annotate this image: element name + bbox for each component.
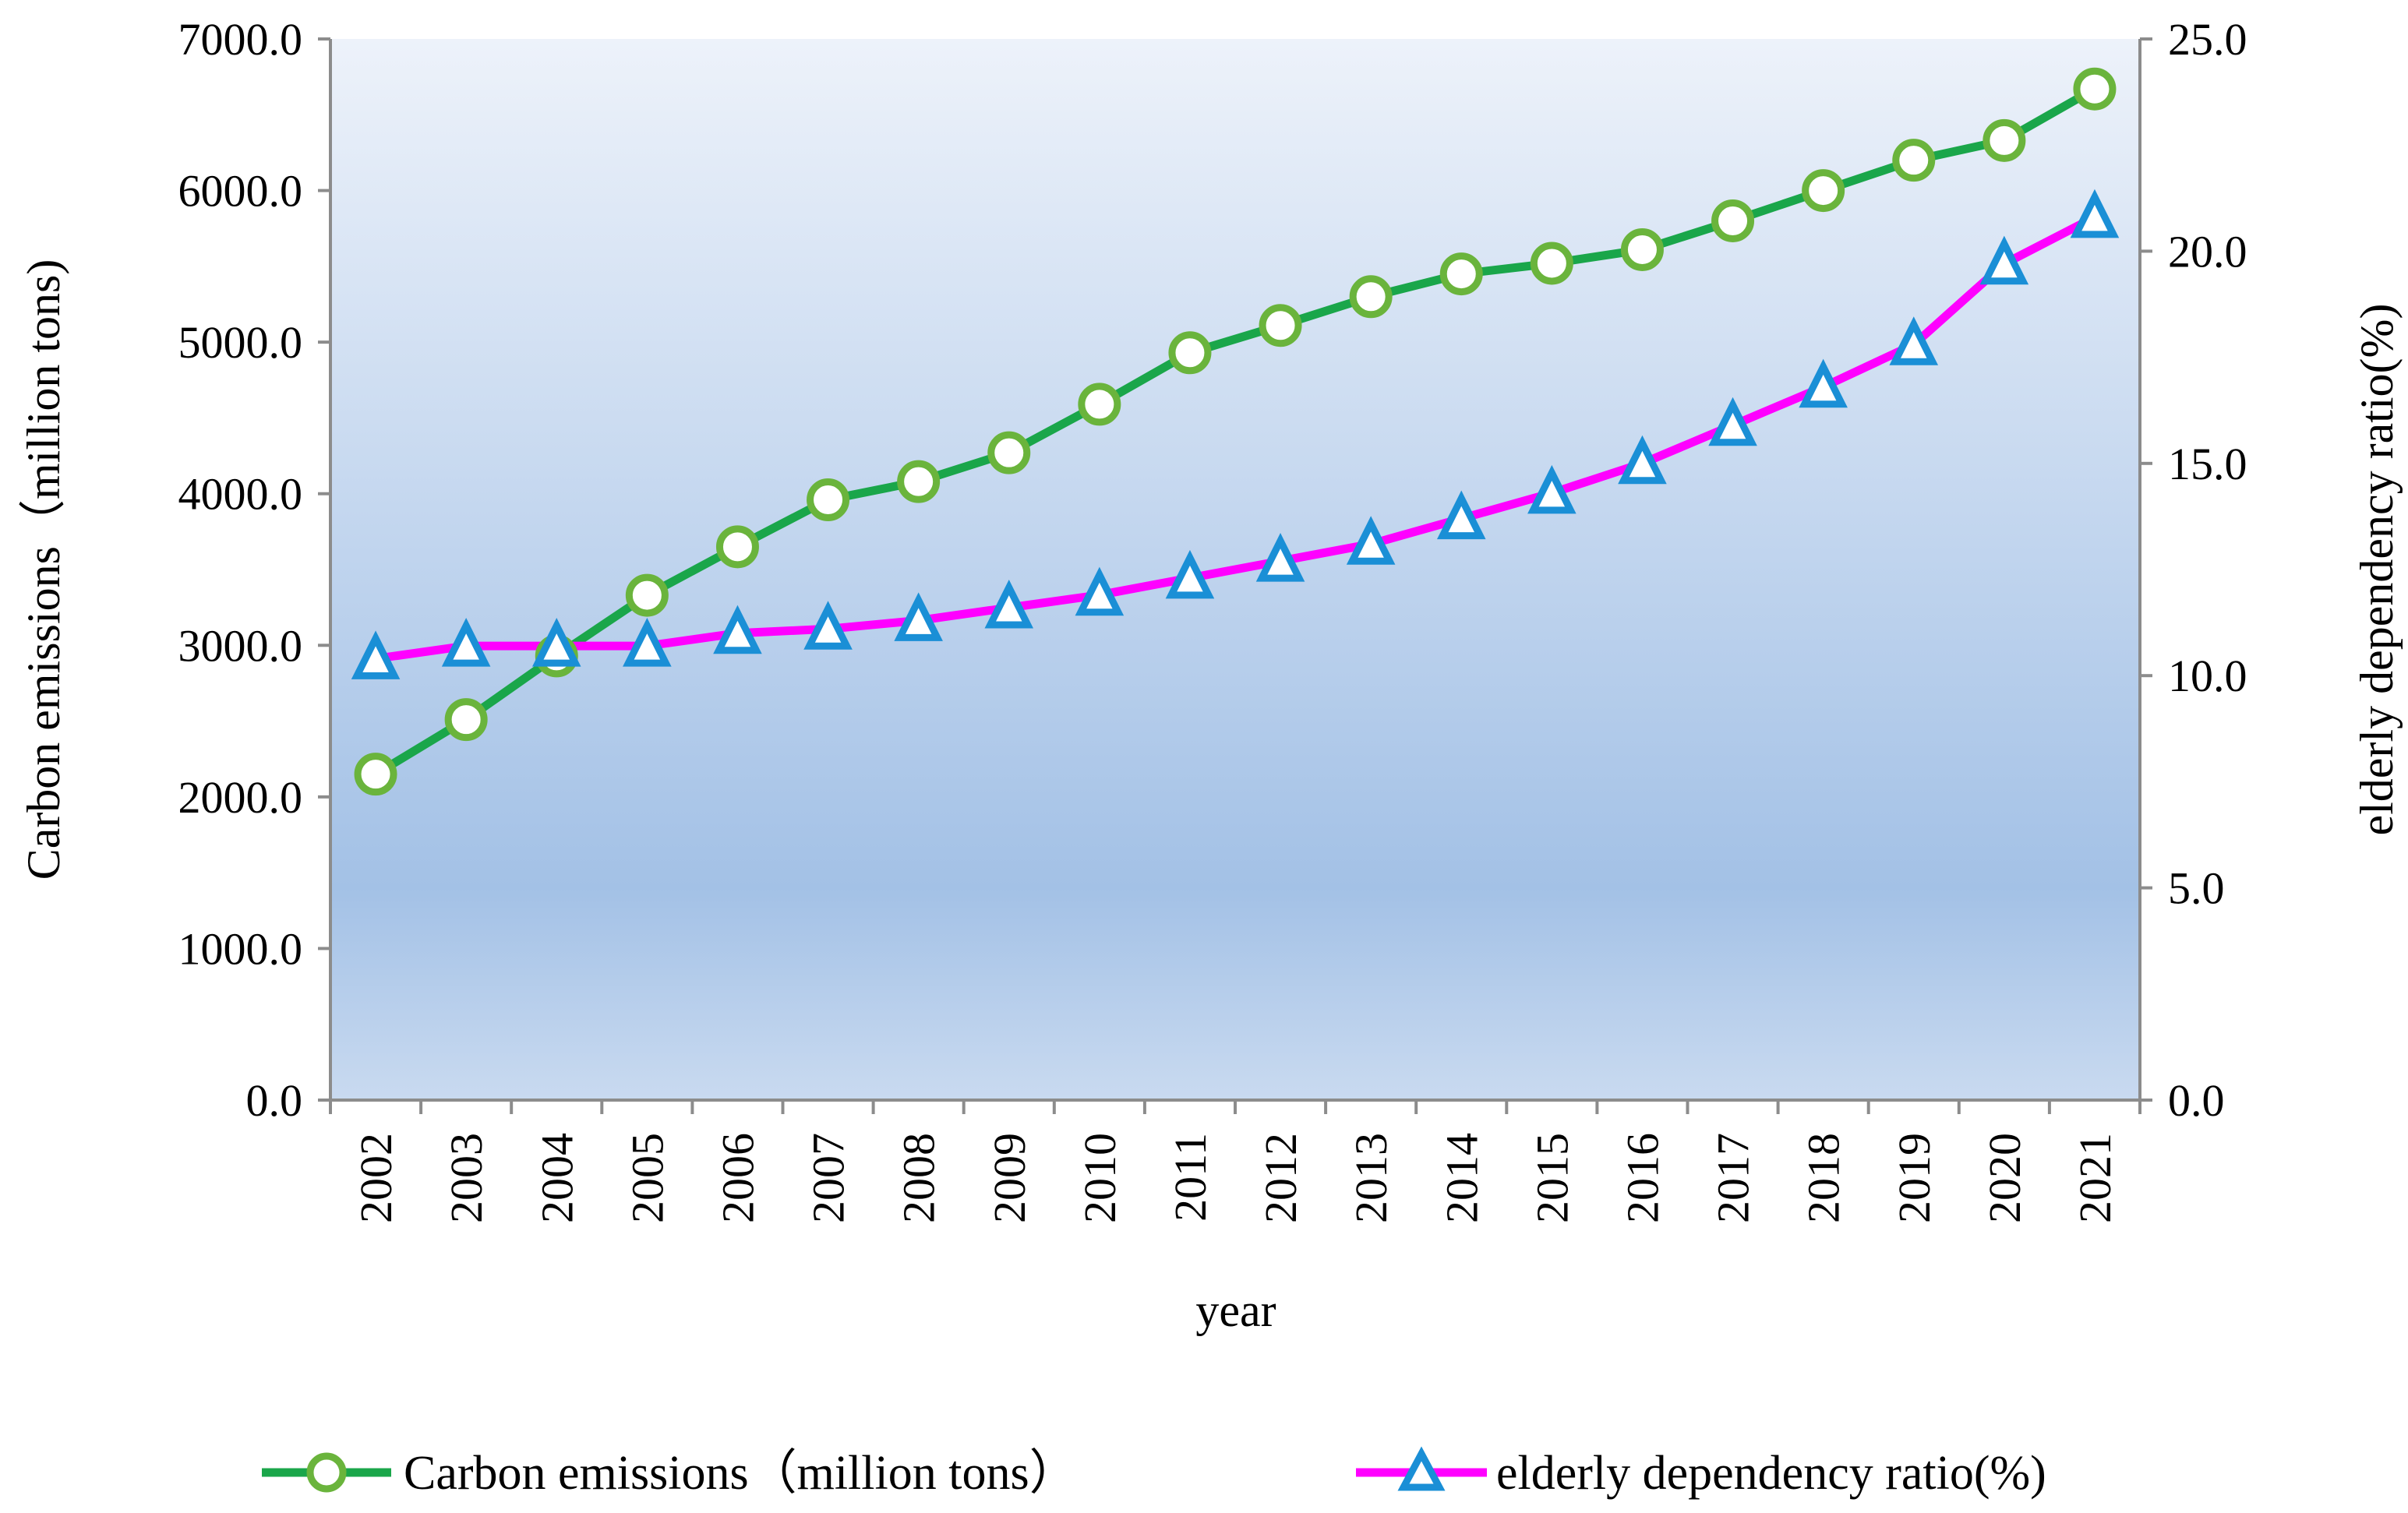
data-point-carbon: [1078, 383, 1121, 426]
left-axis-title: Carbon emissions（million tons): [18, 259, 69, 880]
right-tick-label: 20.0: [2168, 226, 2247, 277]
left-tick-label: 2000.0: [178, 772, 303, 823]
data-point-carbon: [1168, 331, 1212, 375]
right-tick-label: 5.0: [2168, 863, 2225, 914]
data-point-elderly: [1708, 397, 1757, 446]
data-point-carbon: [987, 431, 1031, 474]
data-point-elderly: [351, 630, 401, 679]
left-tick-label: 5000.0: [178, 317, 303, 368]
x-tick-label: 2006: [712, 1133, 763, 1223]
data-point-carbon: [1802, 169, 1845, 213]
data-point-elderly: [1979, 235, 2029, 285]
data-point-elderly: [623, 618, 672, 667]
data-point-carbon: [1983, 118, 2026, 162]
data-point-carbon: [1259, 304, 1302, 347]
right-tick-label: 15.0: [2168, 439, 2247, 489]
data-point-carbon: [1349, 275, 1393, 319]
left-tick-label: 4000.0: [178, 469, 303, 520]
data-point-carbon: [2073, 67, 2117, 111]
legend-item-elderly: elderly dependency ratio(%): [1356, 1446, 2046, 1500]
data-point-elderly: [1799, 358, 1848, 408]
x-tick-label: 2014: [1436, 1133, 1487, 1223]
legend-marker-circle: [306, 1452, 347, 1493]
data-point-carbon: [897, 460, 941, 503]
x-tick-label: 2016: [1617, 1133, 1668, 1223]
data-point-elderly: [531, 618, 581, 667]
data-point-elderly: [713, 605, 762, 654]
data-point-elderly: [803, 601, 853, 650]
data-point-elderly: [1618, 435, 1667, 485]
right-tick-label: 0.0: [2168, 1075, 2225, 1126]
x-tick-label: 2015: [1527, 1133, 1577, 1223]
data-point-carbon: [444, 698, 488, 742]
data-point-elderly: [1346, 516, 1396, 565]
data-point-elderly: [1165, 549, 1215, 599]
left-tick-label: 0.0: [246, 1075, 303, 1126]
x-tick-label: 2009: [984, 1133, 1035, 1223]
x-tick-label: 2010: [1075, 1133, 1125, 1223]
data-point-elderly: [1436, 490, 1486, 540]
left-tick-label: 1000.0: [178, 923, 303, 974]
data-point-elderly: [894, 592, 943, 641]
data-point-elderly: [984, 579, 1034, 629]
x-tick-label: 2004: [531, 1133, 582, 1223]
x-tick-label: 2021: [2070, 1133, 2120, 1223]
marker-layer: [351, 67, 2120, 796]
x-tick-label: 2005: [622, 1133, 673, 1223]
legend-label-elderly: elderly dependency ratio(%): [1496, 1447, 2046, 1500]
data-point-elderly: [441, 618, 491, 667]
legend: Carbon emissions（million tons） elderly d…: [262, 1446, 2046, 1500]
data-point-elderly: [1527, 464, 1576, 514]
data-point-carbon: [625, 573, 669, 617]
x-tick-label: 2020: [1979, 1133, 2030, 1223]
data-point-carbon: [1439, 252, 1483, 296]
left-tick-label: 6000.0: [178, 166, 303, 217]
data-point-carbon: [1620, 227, 1664, 271]
legend-marker-triangle: [1397, 1446, 1446, 1491]
right-axis-title: elderly dependency ratio(%): [2351, 304, 2403, 836]
data-point-carbon: [1892, 139, 1936, 182]
left-tick-label: 3000.0: [178, 620, 303, 671]
data-point-carbon: [715, 525, 759, 569]
data-point-elderly: [1889, 316, 1939, 365]
legend-item-carbon: Carbon emissions（million tons）: [262, 1447, 1078, 1500]
data-point-elderly: [2070, 189, 2120, 238]
data-point-elderly: [1255, 533, 1305, 582]
x-tick-label: 2002: [351, 1133, 401, 1223]
data-point-carbon: [354, 753, 397, 796]
x-tick-label: 2018: [1799, 1133, 1849, 1223]
x-tick-label: 2008: [894, 1133, 944, 1223]
x-tick-label: 2003: [441, 1133, 492, 1223]
x-tick-label: 2013: [1346, 1133, 1396, 1223]
data-point-carbon: [1711, 199, 1755, 242]
left-tick-label: 7000.0: [178, 14, 303, 65]
legend-label-carbon: Carbon emissions（million tons）: [404, 1447, 1078, 1500]
x-tick-label: 2012: [1255, 1133, 1306, 1223]
right-tick-label: 25.0: [2168, 14, 2247, 65]
x-axis-title: year: [1195, 1285, 1276, 1336]
x-tick-label: 2019: [1889, 1133, 1940, 1223]
x-tick-label: 2017: [1708, 1133, 1759, 1223]
x-tick-label: 2011: [1165, 1133, 1216, 1222]
right-tick-label: 10.0: [2168, 651, 2247, 701]
data-point-elderly: [1075, 566, 1125, 616]
data-point-carbon: [1530, 242, 1573, 285]
x-tick-label: 2007: [803, 1133, 854, 1223]
axes-layer: 0.0 1000.0 2000.0 3000.0 4000.0 5000.0 6000.0 7…: [178, 14, 2247, 1223]
data-point-carbon: [807, 478, 850, 521]
